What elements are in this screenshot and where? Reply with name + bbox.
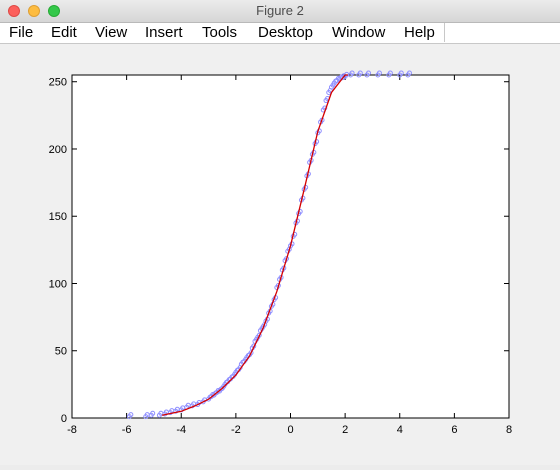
close-window-button[interactable]	[8, 5, 20, 17]
title-bar[interactable]: Figure 2	[0, 0, 560, 23]
scatter-point	[248, 350, 254, 356]
x-tick-label: 4	[397, 424, 403, 436]
fit-curve-line	[161, 74, 348, 416]
menu-bar: File Edit View Insert Tools Desktop Wind…	[0, 23, 560, 60]
scatter-point	[150, 410, 156, 416]
y-axis-ticks: 0 50 100 150 200 250	[49, 77, 509, 425]
scatter-point	[376, 70, 382, 76]
y-tick-label: 200	[49, 144, 67, 156]
plot-svg: -8 -6 -4 -2 0 2 4 6 8 0 50 100 150 200 250	[49, 70, 512, 436]
y-tick-label: 50	[55, 346, 67, 358]
minimize-window-button[interactable]	[28, 5, 40, 17]
y-tick-label: 100	[49, 278, 67, 290]
figure-area: -8 -6 -4 -2 0 2 4 6 8 0 50 100 150 200 250	[0, 44, 560, 465]
x-tick-label: 8	[506, 424, 512, 436]
scatter-point	[349, 70, 355, 76]
zoom-window-button[interactable]	[48, 5, 60, 17]
scatter-point	[406, 70, 412, 76]
x-tick-label: -6	[122, 424, 132, 436]
menu-desktop[interactable]: Desktop	[258, 24, 314, 41]
menu-edit[interactable]: Edit	[51, 24, 77, 41]
y-tick-label: 150	[49, 211, 67, 223]
scatter-point	[128, 412, 134, 418]
scatter-point	[398, 70, 404, 76]
y-tick-label: 250	[49, 77, 67, 89]
x-tick-label: 0	[287, 424, 293, 436]
menu-tools[interactable]: Tools	[202, 24, 238, 41]
menu-view[interactable]: View	[95, 24, 128, 41]
scatter-point	[314, 139, 320, 145]
fit-curve-group	[161, 74, 348, 416]
x-tick-label: -4	[176, 424, 186, 436]
y-tick-label: 0	[61, 413, 67, 425]
menu-insert[interactable]: Insert	[145, 24, 183, 41]
scatter-point	[387, 70, 393, 76]
x-tick-label: -2	[231, 424, 241, 436]
menu-help[interactable]: Help	[404, 24, 435, 41]
scatter-point	[365, 70, 371, 76]
menu-file[interactable]: File	[9, 24, 34, 41]
window-title: Figure 2	[256, 3, 304, 18]
scatter-point	[357, 70, 363, 76]
x-tick-label: 6	[451, 424, 457, 436]
menu-bar-empty-area	[444, 23, 551, 42]
menu-window[interactable]: Window	[332, 24, 386, 41]
x-axis-ticks: -8 -6 -4 -2 0 2 4 6 8	[67, 75, 512, 436]
x-tick-label: -8	[67, 424, 77, 436]
x-tick-label: 2	[342, 424, 348, 436]
